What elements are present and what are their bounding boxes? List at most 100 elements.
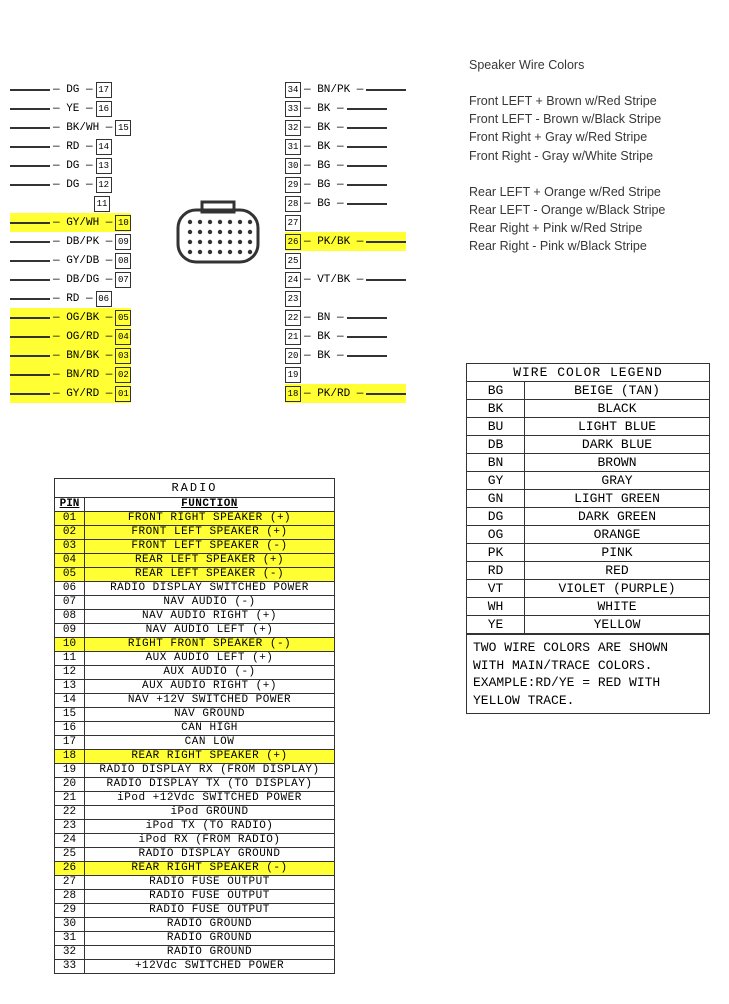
right-pin-25: 25 (285, 251, 406, 270)
pin-number: 21 (285, 329, 301, 345)
pin-cell: 04 (55, 554, 85, 568)
left-pin-03: — BN/BK —03 (10, 346, 131, 365)
radio-row-27: 27RADIO FUSE OUTPUT (55, 876, 335, 890)
radio-row-14: 14NAV +12V SWITCHED POWER (55, 694, 335, 708)
legend-row-DB: DBDARK BLUE (467, 436, 710, 454)
pin-number: 22 (285, 310, 301, 326)
wire-label: — PK/RD — (301, 388, 366, 400)
pin-number: 30 (285, 158, 301, 174)
pin-cell: 26 (55, 862, 85, 876)
rear-2: Rear Right + Pink w/Red Stripe (469, 219, 665, 237)
legend-name: GRAY (525, 472, 710, 490)
func-cell: iPod RX (FROM RADIO) (85, 834, 335, 848)
pin-number: 01 (115, 386, 131, 402)
left-pin-02: — BN/RD —02 (10, 365, 131, 384)
pin-number: 27 (285, 215, 301, 231)
legend-code: GY (467, 472, 525, 490)
legend-name: LIGHT BLUE (525, 418, 710, 436)
left-pin-16: — YE —16 (10, 99, 131, 118)
legend-name: BROWN (525, 454, 710, 472)
left-pin-04: — OG/RD —04 (10, 327, 131, 346)
wire-label: — BK — (301, 350, 347, 362)
front-0: Front LEFT + Brown w/Red Stripe (469, 92, 665, 110)
func-cell: RIGHT FRONT SPEAKER (-) (85, 638, 335, 652)
pin-number: 25 (285, 253, 301, 269)
legend-row-VT: VTVIOLET (PURPLE) (467, 580, 710, 598)
pin-number: 20 (285, 348, 301, 364)
wire-line (347, 203, 387, 205)
right-pin-34: 34— BN/PK — (285, 80, 406, 99)
pin-number: 08 (115, 253, 131, 269)
pin-cell: 23 (55, 820, 85, 834)
right-pin-22: 22— BN — (285, 308, 406, 327)
func-cell: REAR RIGHT SPEAKER (-) (85, 862, 335, 876)
front-3: Front Right - Gray w/White Stripe (469, 147, 665, 165)
pin-cell: 13 (55, 680, 85, 694)
legend-row-BU: BULIGHT BLUE (467, 418, 710, 436)
wire-line (347, 317, 387, 319)
radio-row-33: 33+12Vdc SWITCHED POWER (55, 960, 335, 974)
pin-cell: 29 (55, 904, 85, 918)
radio-row-18: 18REAR RIGHT SPEAKER (+) (55, 750, 335, 764)
connector-icon (172, 200, 264, 272)
func-cell: RADIO DISPLAY GROUND (85, 848, 335, 862)
left-pin-14: — RD —14 (10, 137, 131, 156)
wire-label: — BK — (301, 141, 347, 153)
wire-label: — RD — (50, 293, 96, 305)
func-cell: CAN HIGH (85, 722, 335, 736)
wire-line (347, 108, 387, 110)
radio-title: RADIO (54, 478, 335, 497)
wire-line (10, 127, 50, 129)
func-cell: RADIO DISPLAY SWITCHED POWER (85, 582, 335, 596)
legend-code: OG (467, 526, 525, 544)
legend-row-BN: BNBROWN (467, 454, 710, 472)
legend-name: PINK (525, 544, 710, 562)
wire-label: — OG/BK — (50, 312, 115, 324)
legend-row-GY: GYGRAY (467, 472, 710, 490)
func-cell: iPod +12Vdc SWITCHED POWER (85, 792, 335, 806)
radio-table: RADIO PIN FUNCTION 01FRONT RIGHT SPEAKER… (54, 478, 335, 974)
func-cell: RADIO FUSE OUTPUT (85, 876, 335, 890)
wire-line (10, 355, 50, 357)
left-pin-11: 11 (10, 194, 131, 213)
legend-code: BK (467, 400, 525, 418)
pin-number: 19 (285, 367, 301, 383)
legend-code: RD (467, 562, 525, 580)
left-pin-13: — DG —13 (10, 156, 131, 175)
wire-line (10, 298, 50, 300)
left-pin-10: — GY/WH —10 (10, 213, 131, 232)
pin-number: 28 (285, 196, 301, 212)
left-pin-05: — OG/BK —05 (10, 308, 131, 327)
wire-label: — BN/BK — (50, 350, 115, 362)
right-pin-21: 21— BK — (285, 327, 406, 346)
right-pin-18: 18— PK/RD — (285, 384, 406, 403)
pin-cell: 18 (55, 750, 85, 764)
wire-line (10, 184, 50, 186)
legend-name: DARK BLUE (525, 436, 710, 454)
left-pin-07: — DB/DG —07 (10, 270, 131, 289)
pin-number: 18 (285, 386, 301, 402)
legend-row-BG: BGBEIGE (TAN) (467, 382, 710, 400)
pin-cell: 10 (55, 638, 85, 652)
right-pin-30: 30— BG — (285, 156, 406, 175)
radio-row-07: 07NAV AUDIO (-) (55, 596, 335, 610)
right-pin-26: 26— PK/BK — (285, 232, 406, 251)
radio-row-25: 25RADIO DISPLAY GROUND (55, 848, 335, 862)
wire-line (366, 241, 406, 243)
legend-row-RD: RDRED (467, 562, 710, 580)
right-pin-32: 32— BK — (285, 118, 406, 137)
wire-label: — DG — (50, 179, 96, 191)
legend-row-PK: PKPINK (467, 544, 710, 562)
radio-row-17: 17CAN LOW (55, 736, 335, 750)
right-pin-33: 33— BK — (285, 99, 406, 118)
wire-line (10, 165, 50, 167)
legend-row-BK: BKBLACK (467, 400, 710, 418)
wire-label: — DG — (50, 160, 96, 172)
front-1: Front LEFT - Brown w/Black Stripe (469, 110, 665, 128)
pin-cell: 28 (55, 890, 85, 904)
pin-cell: 30 (55, 918, 85, 932)
legend-name: WHITE (525, 598, 710, 616)
wire-label: — BN — (301, 312, 347, 324)
wire-label: — YE — (50, 103, 96, 115)
func-cell: +12Vdc SWITCHED POWER (85, 960, 335, 974)
